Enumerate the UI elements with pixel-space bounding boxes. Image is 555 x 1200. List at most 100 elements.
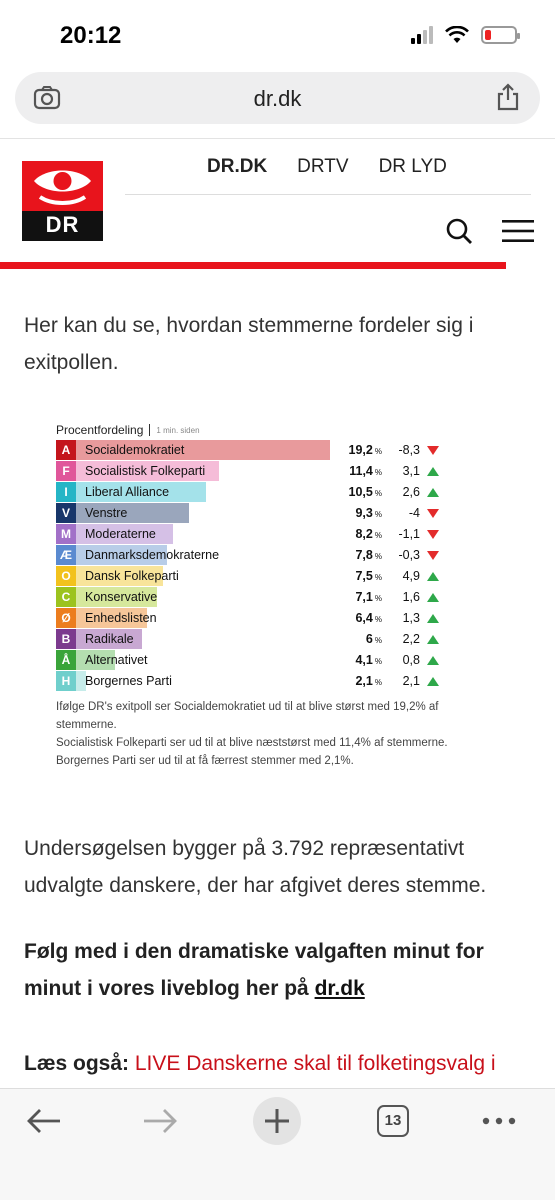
percent-unit: % xyxy=(374,531,382,540)
party-name: Dansk Folkeparti xyxy=(85,569,179,583)
status-icons xyxy=(411,26,520,44)
party-name: Liberal Alliance xyxy=(85,485,170,499)
party-name: Enhedslisten xyxy=(85,611,157,625)
party-bar xyxy=(56,482,206,502)
chart-header-divider xyxy=(149,424,151,436)
arrow-down-icon xyxy=(427,446,439,455)
arrow-down-icon xyxy=(427,530,439,539)
share-icon[interactable] xyxy=(496,83,520,111)
browser-toolbar: 13 xyxy=(0,1088,555,1200)
clock: 20:12 xyxy=(60,22,122,49)
party-row: Å Alternativet 4,1% 0,8 xyxy=(56,650,448,671)
follow-text: Følg med i den dramatiske valgaften minu… xyxy=(24,940,484,1000)
address-bar[interactable]: dr.dk xyxy=(15,72,540,124)
percent-unit: % xyxy=(374,636,382,645)
party-letter: Ø xyxy=(56,608,76,628)
liveblog-link[interactable]: dr.dk xyxy=(314,977,365,1000)
percent-unit: % xyxy=(374,510,382,519)
party-percent: 6,4% xyxy=(316,611,382,625)
party-letter: Å xyxy=(56,650,76,670)
page-tools-icon[interactable] xyxy=(33,85,61,111)
party-bar xyxy=(56,440,330,460)
party-letter: H xyxy=(56,671,76,691)
caption-line: Borgernes Parti ser ud til at få færrest… xyxy=(56,755,354,767)
forward-arrow-icon[interactable] xyxy=(142,1107,178,1135)
percent-unit: % xyxy=(374,552,382,561)
party-change: 0,8 xyxy=(402,653,420,667)
arrow-up-icon xyxy=(427,593,439,602)
party-percent: 6% xyxy=(316,632,382,646)
party-row: V Venstre 9,3% -4 xyxy=(56,503,448,524)
party-change: 1,6 xyxy=(402,590,420,604)
wifi-icon xyxy=(445,26,469,43)
cellular-signal-icon xyxy=(411,26,433,44)
party-name: Socialdemokratiet xyxy=(85,443,185,457)
party-percent: 4,1% xyxy=(316,653,382,667)
party-name: Radikale xyxy=(85,632,134,646)
chart-title: Procentfordeling xyxy=(56,423,144,437)
percent-unit: % xyxy=(374,468,382,477)
exitpoll-chart: Procentfordeling 1 min. siden A Socialdem… xyxy=(56,420,448,770)
party-bar xyxy=(56,629,142,649)
party-percent: 8,2% xyxy=(316,527,382,541)
nav-drtv[interactable]: DRTV xyxy=(297,156,349,177)
party-change: 1,3 xyxy=(402,611,420,625)
party-percent-value: 6 xyxy=(365,632,373,646)
chart-updated: 1 min. siden xyxy=(156,425,200,435)
party-letter: C xyxy=(56,587,76,607)
search-icon[interactable] xyxy=(445,217,473,245)
arrow-down-icon xyxy=(427,551,439,560)
percent-unit: % xyxy=(374,678,382,687)
menu-icon[interactable] xyxy=(501,218,535,244)
party-percent: 2,1% xyxy=(316,674,382,688)
new-tab-button[interactable] xyxy=(253,1097,301,1145)
percent-unit: % xyxy=(374,615,382,624)
arrow-down-icon xyxy=(427,509,439,518)
arrow-up-icon xyxy=(427,572,439,581)
party-change: -4 xyxy=(408,506,420,520)
dr-logo-text: DR xyxy=(45,212,80,237)
party-row: O Dansk Folkeparti 7,5% 4,9 xyxy=(56,566,448,587)
party-letter: V xyxy=(56,503,76,523)
site-nav: DR.DK DRTV DR LYD xyxy=(207,156,447,178)
caption-line: Ifølge DR's exitpoll ser Socialdemokrati… xyxy=(56,701,439,731)
party-percent-value: 10,5 xyxy=(348,485,373,499)
tab-count-button[interactable]: 13 xyxy=(377,1105,409,1137)
chart-rows: A Socialdemokratiet 19,2% -8,3 F Socialistisk… xyxy=(56,440,448,692)
header-actions xyxy=(445,217,535,245)
more-options-icon[interactable] xyxy=(482,1117,516,1125)
party-name: Moderaterne xyxy=(85,527,156,541)
party-row: Æ Danmarksdemokraterne 7,8% -0,3 xyxy=(56,545,448,566)
read-also-label: Læs også: xyxy=(24,1052,130,1075)
party-letter: B xyxy=(56,629,76,649)
dr-logo[interactable]: DR xyxy=(22,161,103,241)
percent-unit: % xyxy=(374,594,382,603)
party-letter: I xyxy=(56,482,76,502)
party-percent: 7,5% xyxy=(316,569,382,583)
party-percent-value: 8,2 xyxy=(355,527,373,541)
percent-unit: % xyxy=(374,573,382,582)
party-change: 3,1 xyxy=(402,464,420,478)
nav-drdk[interactable]: DR.DK xyxy=(207,156,268,177)
party-name: Socialistisk Folkeparti xyxy=(85,464,206,478)
back-arrow-icon[interactable] xyxy=(26,1107,62,1135)
party-letter: Æ xyxy=(56,545,76,565)
percent-unit: % xyxy=(374,489,382,498)
party-row: H Borgernes Parti 2,1% 2,1 xyxy=(56,671,448,692)
party-change: 4,9 xyxy=(402,569,420,583)
read-also: Læs også: LIVE Danskerne skal til folket… xyxy=(24,1045,534,1087)
party-percent-value: 19,2 xyxy=(348,443,373,457)
party-bar xyxy=(56,566,163,586)
party-letter: F xyxy=(56,461,76,481)
party-change: 2,2 xyxy=(402,632,420,646)
party-row: C Konservative 7,1% 1,6 xyxy=(56,587,448,608)
party-percent-value: 2,1 xyxy=(355,674,373,688)
read-also-link[interactable]: LIVE Danskerne skal til folketingsvalg i… xyxy=(134,1052,496,1075)
status-bar: 20:12 xyxy=(0,0,555,70)
party-name: Konservative xyxy=(85,590,158,604)
percent-unit: % xyxy=(374,657,382,666)
url-text[interactable]: dr.dk xyxy=(253,86,302,111)
nav-drlyd[interactable]: DR LYD xyxy=(378,156,447,177)
party-percent: 9,3% xyxy=(316,506,382,520)
party-change: 2,1 xyxy=(402,674,420,688)
